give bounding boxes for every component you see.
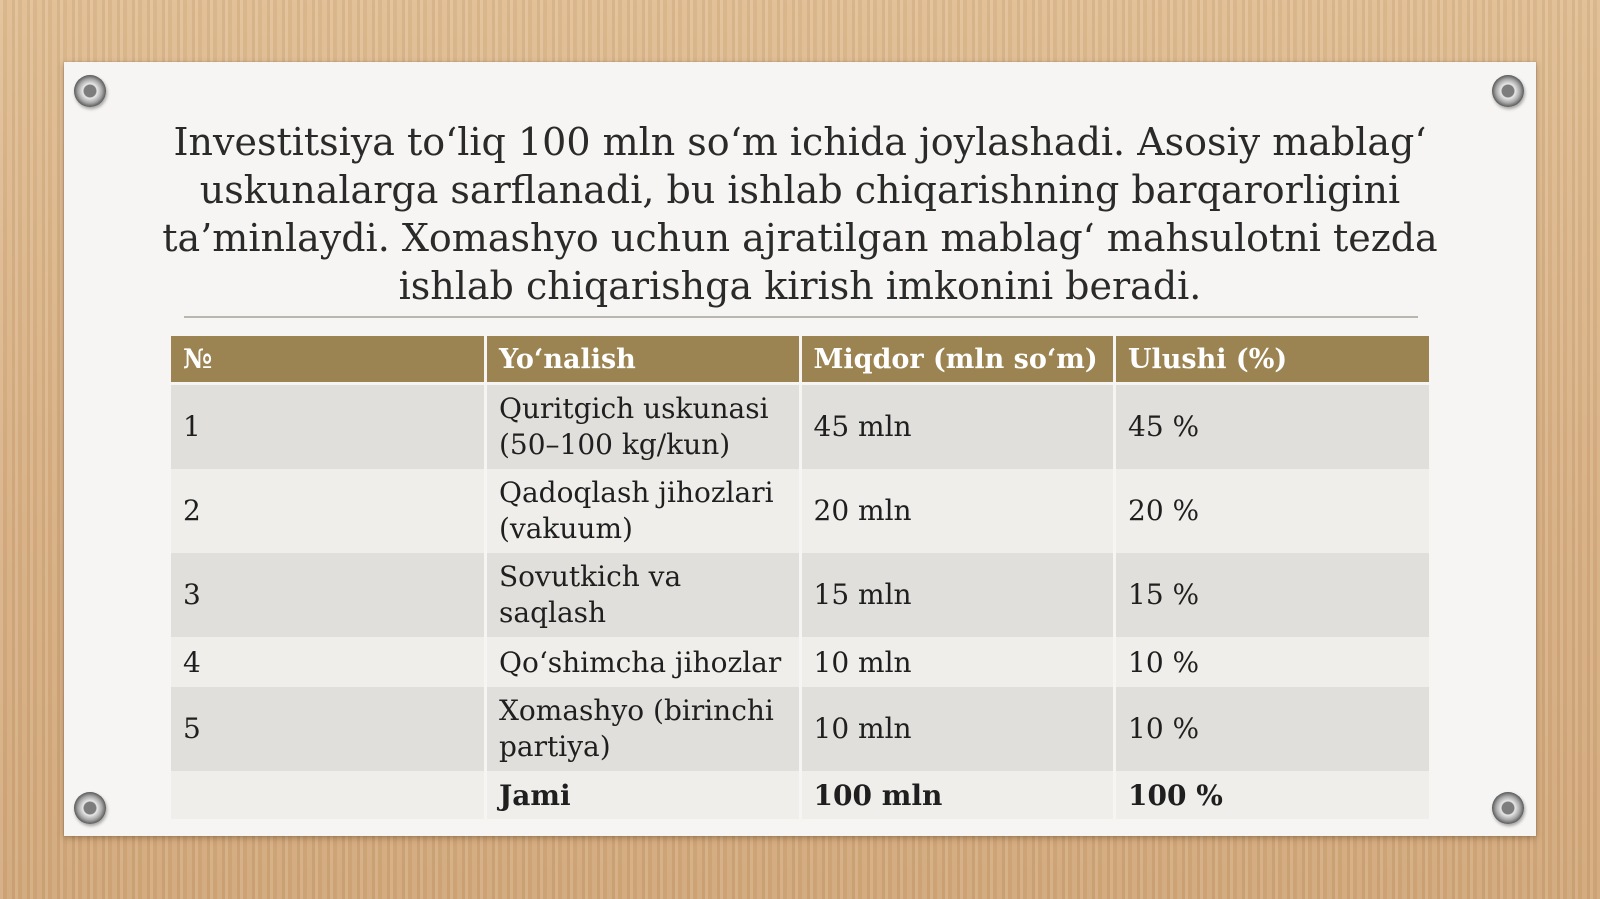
table-header-row: № Yo‘nalish Miqdor (mln so‘m) Ulushi (%) (171, 336, 1429, 384)
cell-total-share: 100 % (1113, 771, 1429, 819)
table-row: 2 Qadoqlash jihozlari (vakuum) 20 mln 20… (171, 469, 1429, 553)
header-number: № (171, 336, 486, 384)
cell-amount: 45 mln (798, 383, 1115, 469)
header-direction: Yo‘nalish (484, 336, 800, 384)
cell-total-amount: 100 mln (798, 771, 1115, 819)
table-total-row: Jami 100 mln 100 % (171, 771, 1429, 819)
cell-amount: 10 mln (798, 687, 1115, 771)
cell-share: 45 % (1113, 383, 1429, 469)
table-row: 5 Xomashyo (birinchi partiya) 10 mln 10 … (171, 687, 1429, 771)
cell-direction: Sovutkich va saqlash (484, 553, 800, 637)
pin-icon (74, 792, 106, 824)
header-amount: Miqdor (mln so‘m) (798, 336, 1115, 384)
header-share: Ulushi (%) (1113, 336, 1429, 384)
cell-share: 10 % (1113, 687, 1429, 771)
cell-number: 2 (171, 469, 486, 553)
cell-direction: Qo‘shimcha jihozlar (484, 637, 800, 687)
cell-amount: 15 mln (798, 553, 1115, 637)
cell-direction: Xomashyo (birinchi partiya) (484, 687, 800, 771)
cell-direction: Qadoqlash jihozlari (vakuum) (484, 469, 800, 553)
cell-share: 20 % (1113, 469, 1429, 553)
title-divider (184, 316, 1418, 318)
cell-amount: 20 mln (798, 469, 1115, 553)
cell-number: 5 (171, 687, 486, 771)
cell-total-label: Jami (484, 771, 800, 819)
table-row: 4 Qo‘shimcha jihozlar 10 mln 10 % (171, 637, 1429, 687)
cell-direction: Quritgich uskunasi (50–100 kg/kun) (484, 383, 800, 469)
cell-number (171, 771, 486, 819)
investment-table: № Yo‘nalish Miqdor (mln so‘m) Ulushi (%)… (171, 336, 1429, 819)
table-row: 1 Quritgich uskunasi (50–100 kg/kun) 45 … (171, 383, 1429, 469)
cell-share: 15 % (1113, 553, 1429, 637)
cell-amount: 10 mln (798, 637, 1115, 687)
table-row: 3 Sovutkich va saqlash 15 mln 15 % (171, 553, 1429, 637)
slide-title: Investitsiya to‘liq 100 mln so‘m ichida … (162, 120, 1438, 308)
pin-icon (1492, 75, 1524, 107)
cell-share: 10 % (1113, 637, 1429, 687)
cell-number: 4 (171, 637, 486, 687)
cell-number: 1 (171, 383, 486, 469)
cell-number: 3 (171, 553, 486, 637)
pin-icon (74, 75, 106, 107)
pin-icon (1492, 792, 1524, 824)
